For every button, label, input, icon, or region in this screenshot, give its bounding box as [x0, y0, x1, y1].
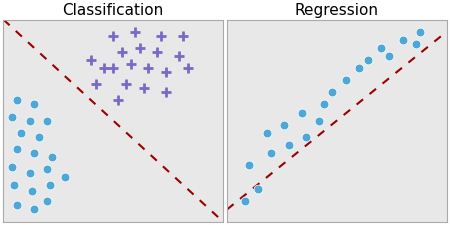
Point	[110, 34, 117, 38]
Point	[101, 66, 108, 70]
Point	[320, 103, 327, 106]
Point	[13, 204, 20, 207]
Point	[18, 131, 25, 135]
Point	[145, 66, 152, 70]
Point	[342, 78, 349, 82]
Point	[28, 189, 36, 193]
Point	[184, 66, 191, 70]
Point	[162, 70, 170, 74]
Point	[44, 167, 51, 171]
Point	[302, 135, 310, 139]
Point	[412, 42, 419, 46]
Point	[114, 99, 121, 102]
Point	[118, 50, 126, 54]
Point	[377, 46, 384, 50]
Point	[254, 187, 261, 191]
Point	[9, 165, 16, 169]
Point	[417, 30, 424, 34]
Point	[140, 86, 148, 90]
Point	[245, 163, 252, 167]
Point	[127, 62, 135, 66]
Point	[26, 171, 33, 175]
Title: Regression: Regression	[295, 3, 379, 18]
Point	[11, 183, 18, 187]
Title: Classification: Classification	[63, 3, 164, 18]
Point	[92, 82, 99, 86]
Point	[31, 208, 38, 211]
Point	[48, 155, 55, 159]
Point	[88, 58, 95, 62]
Point	[31, 151, 38, 155]
Point	[364, 58, 371, 62]
Point	[263, 131, 270, 135]
Point	[180, 34, 187, 38]
Point	[329, 90, 336, 94]
Point	[13, 147, 20, 151]
Point	[386, 54, 393, 58]
Point	[136, 46, 143, 50]
Point	[315, 119, 323, 122]
Point	[399, 38, 406, 42]
Point	[280, 123, 288, 126]
Point	[153, 50, 161, 54]
Point	[355, 66, 362, 70]
Point	[61, 175, 68, 179]
Point	[131, 30, 139, 34]
Point	[285, 143, 292, 147]
Point	[26, 119, 33, 122]
Point	[123, 82, 130, 86]
Point	[35, 135, 42, 139]
Point	[13, 99, 20, 102]
Point	[44, 200, 51, 203]
Point	[158, 34, 165, 38]
Point	[162, 90, 170, 94]
Point	[46, 183, 53, 187]
Point	[9, 115, 16, 118]
Point	[31, 103, 38, 106]
Point	[298, 111, 305, 114]
Point	[267, 151, 274, 155]
Point	[44, 119, 51, 122]
Point	[110, 66, 117, 70]
Point	[241, 200, 248, 203]
Point	[176, 54, 183, 58]
